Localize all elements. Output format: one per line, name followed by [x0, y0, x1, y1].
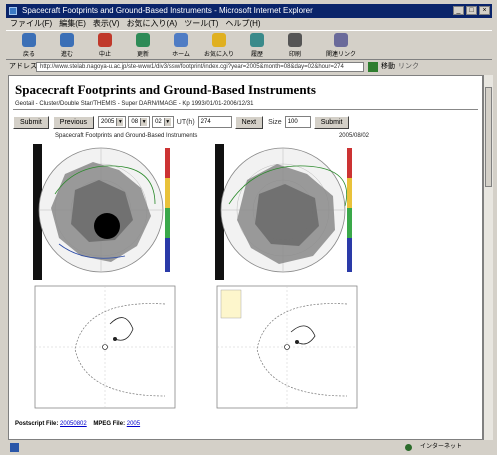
print-icon: [288, 33, 302, 47]
toolbar-refresh-button[interactable]: 更新: [126, 31, 160, 58]
address-bar: アドレス http://www.stelab.nagoya-u.ac.jp/st…: [6, 61, 492, 73]
chevron-down-icon: ▼: [116, 118, 124, 126]
scrollbar-thumb[interactable]: [485, 87, 492, 187]
year-select[interactable]: 2005 ▼: [98, 116, 127, 128]
vertical-scrollbar[interactable]: [483, 75, 493, 440]
edit-icon: [334, 33, 348, 47]
toolbar-history-button[interactable]: 履歴: [240, 31, 274, 58]
menu-favorites[interactable]: お気に入り(A): [126, 19, 178, 28]
minimize-button[interactable]: _: [453, 6, 464, 15]
month-select[interactable]: 08 ▼: [128, 116, 151, 128]
postscript-label: Postscript File:: [15, 421, 59, 427]
polar-map-left: [33, 144, 170, 280]
page-title: Spacecraft Footprints and Ground-Based I…: [15, 82, 316, 97]
home-icon: [174, 33, 188, 47]
page-subtitle: Geotail - Cluster/Double Star/THEMIS - S…: [15, 101, 254, 107]
date-controls: Submit Previous 2005 ▼ 08 ▼ 02 ▼ UT(h) 274 …: [13, 114, 353, 130]
mpeg-link[interactable]: 2005: [126, 421, 141, 427]
history-icon: [250, 33, 264, 47]
close-button[interactable]: ×: [479, 6, 490, 15]
figure-title: Spacecraft Footprints and Ground-Based I…: [55, 133, 198, 139]
orbit-plot-right: [216, 285, 358, 409]
polar-map-right: [215, 144, 352, 280]
menu-help[interactable]: ヘルプ(H): [225, 19, 261, 28]
size-label: Size: [268, 118, 282, 126]
forward-icon: [60, 33, 74, 47]
page-icon: [10, 443, 19, 452]
go-icon[interactable]: [368, 62, 378, 72]
dark-side-region: [94, 213, 120, 239]
colorbar-label-left: [33, 144, 42, 280]
toolbar-home-button[interactable]: ホーム: [164, 31, 198, 58]
menu-tools[interactable]: ツール(T): [184, 19, 219, 28]
toolbar-forward-button[interactable]: 進む: [50, 31, 84, 58]
refresh-icon: [136, 33, 150, 47]
favorites-icon: [212, 33, 226, 47]
colorbar-label-right: [215, 144, 224, 280]
toolbar-favorites-button[interactable]: お気に入り: [202, 31, 236, 58]
ie-icon: [9, 7, 17, 15]
footprint-plot-image: [33, 144, 358, 409]
previous-button[interactable]: Previous: [52, 115, 95, 129]
chevron-down-icon: ▼: [140, 118, 148, 126]
window-title: Spacecraft Footprints and Ground-Based I…: [22, 6, 313, 15]
address-input[interactable]: http://www.stelab.nagoya-u.ac.jp/ste-www…: [36, 62, 364, 72]
page-content: Spacecraft Footprints and Ground-Based I…: [8, 75, 483, 440]
mpeg-label: MPEG File:: [93, 421, 126, 427]
next-button[interactable]: Next: [234, 115, 264, 129]
menu-file[interactable]: ファイル(F): [10, 19, 53, 28]
divider: [13, 109, 478, 110]
back-icon: [22, 33, 36, 47]
orbit-legend: [220, 289, 242, 319]
window-buttons: _ □ ×: [453, 6, 490, 15]
toolbar-stop-button[interactable]: 中止: [88, 31, 122, 58]
toolbar: 戻る 進む 中止 更新 ホーム お気に入り 履歴 印刷 関連リンク: [6, 30, 492, 60]
internet-zone-icon: [405, 444, 412, 451]
stop-icon: [98, 33, 112, 47]
download-links: Postscript File: 20050802 MPEG File: 200…: [15, 421, 140, 427]
window-title-bar[interactable]: Spacecraft Footprints and Ground-Based I…: [6, 4, 492, 18]
footprint-figure: Spacecraft Footprints and Ground-Based I…: [15, 133, 377, 418]
status-bar: インターネット: [6, 442, 492, 453]
size-input[interactable]: 100: [284, 116, 311, 128]
security-zone: インターネット: [419, 444, 462, 450]
chevron-down-icon: ▼: [163, 118, 171, 126]
figure-date: 2005/08/02: [338, 133, 369, 139]
links-button[interactable]: リンク: [398, 63, 419, 70]
postscript-link[interactable]: 20050802: [60, 421, 87, 427]
toolbar-edit-button[interactable]: 関連リンク: [316, 31, 366, 58]
orbit-plot-left: [34, 285, 176, 409]
address-label: アドレス: [9, 63, 37, 70]
hour-label: UT(h): [176, 118, 195, 126]
submit-button[interactable]: Submit: [13, 115, 49, 129]
maximize-button[interactable]: □: [466, 6, 477, 15]
toolbar-back-button[interactable]: 戻る: [12, 31, 46, 58]
menu-bar: ファイル(F) 編集(E) 表示(V) お気に入り(A) ツール(T) ヘルプ(…: [6, 18, 492, 30]
hour-input[interactable]: 274: [197, 116, 232, 128]
submit-button-2[interactable]: Submit: [313, 115, 350, 129]
go-button[interactable]: 移動: [381, 63, 395, 70]
toolbar-print-button[interactable]: 印刷: [278, 31, 312, 58]
menu-view[interactable]: 表示(V): [92, 19, 120, 28]
menu-edit[interactable]: 編集(E): [59, 19, 86, 28]
day-select[interactable]: 02 ▼: [152, 116, 174, 128]
